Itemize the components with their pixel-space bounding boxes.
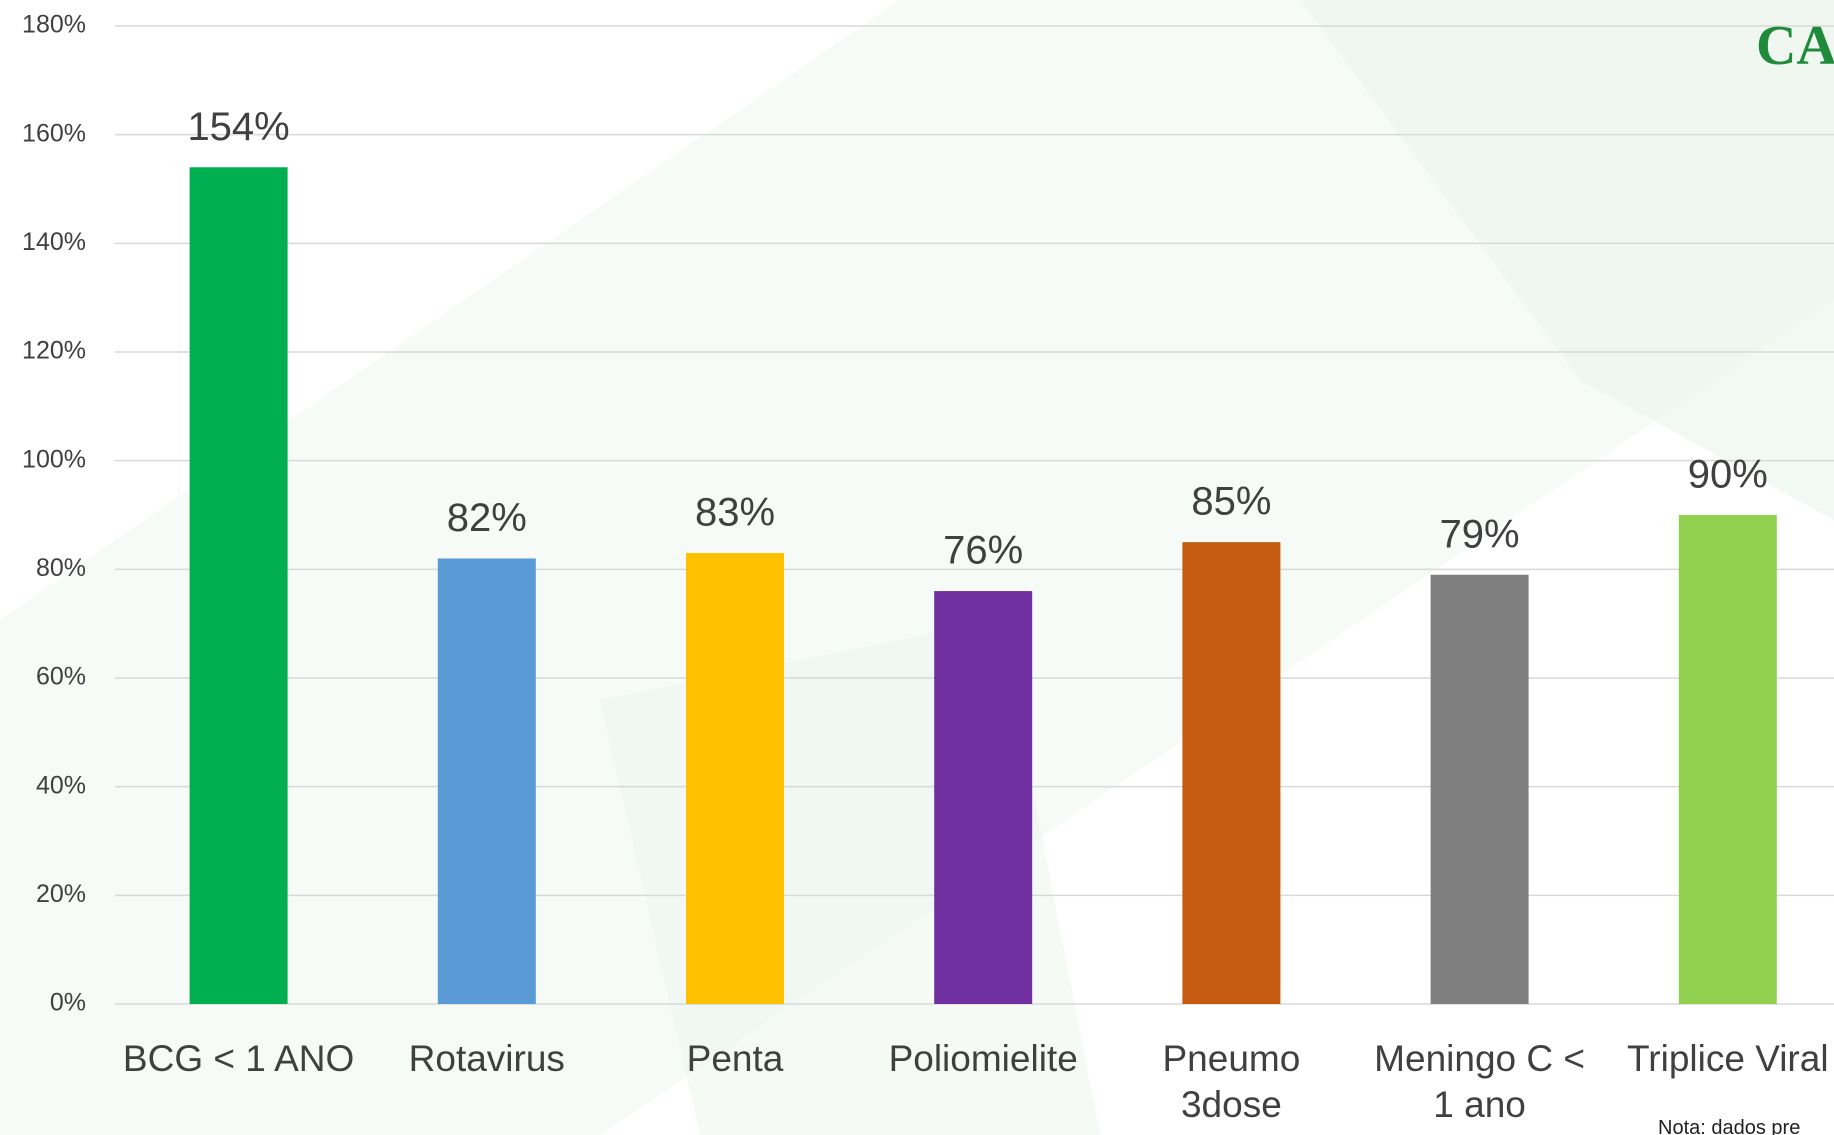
- bar: [686, 553, 784, 1004]
- y-tick-label: 180%: [22, 11, 86, 39]
- x-tick-label: Pneumo 3dose: [1111, 1036, 1351, 1128]
- value-label: 76%: [943, 529, 1023, 573]
- y-tick-label: 80%: [36, 554, 86, 582]
- value-label: 83%: [695, 491, 775, 535]
- y-tick-label: 140%: [22, 228, 86, 256]
- chart: 0% 20% 40% 60% 80% 100% 120% 140% 160% 180% 154% 82…: [0, 0, 1834, 1135]
- x-tick-label: Triplice Viral: [1608, 1036, 1834, 1082]
- bar: [1182, 542, 1280, 1004]
- value-label: 154%: [187, 105, 289, 149]
- y-tick-label: 60%: [36, 663, 86, 691]
- bar: [1679, 515, 1777, 1004]
- bar: [438, 558, 536, 1004]
- value-label: 85%: [1191, 480, 1271, 524]
- y-tick-label: 160%: [22, 119, 86, 147]
- x-tick-label: Poliomielite: [863, 1036, 1103, 1082]
- y-tick-label: 20%: [36, 880, 86, 908]
- x-tick-label: Meningo C < 1 ano: [1360, 1036, 1600, 1128]
- y-tick-label: 100%: [22, 445, 86, 473]
- y-tick-label: 120%: [22, 337, 86, 365]
- bar: [934, 591, 1032, 1004]
- page: {"chart_data": {"type": "bar", "categori…: [0, 0, 1834, 1135]
- value-label: 90%: [1688, 453, 1768, 497]
- x-tick-label: Penta: [615, 1036, 855, 1082]
- logo: CA: [1756, 14, 1834, 78]
- value-label: 79%: [1440, 512, 1520, 556]
- bar: [190, 167, 288, 1004]
- y-tick-label: 40%: [36, 771, 86, 799]
- x-tick-label: BCG < 1 ANO: [119, 1036, 359, 1082]
- value-label: 82%: [447, 496, 527, 540]
- y-tick-label: 0%: [50, 989, 86, 1017]
- note: Nota: dados pre: [1658, 1117, 1800, 1135]
- bar: [1431, 575, 1529, 1004]
- x-tick-label: Rotavirus: [367, 1036, 607, 1082]
